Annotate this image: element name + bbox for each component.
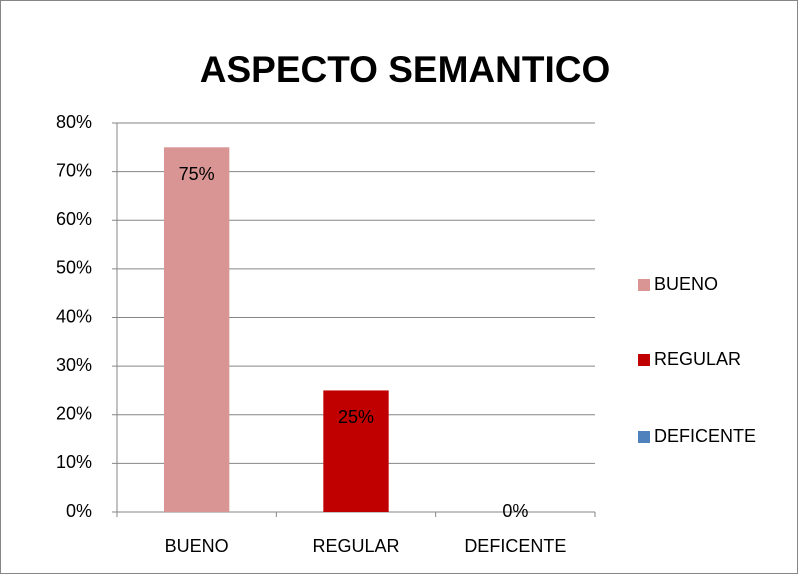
y-tick-label: 40% [56,306,92,326]
y-tick-label: 70% [56,160,92,180]
y-tick-label: 60% [56,209,92,229]
x-tick-label: BUENO [165,536,229,556]
x-tick-label: DEFICENTE [464,536,566,556]
bar [164,147,230,512]
y-tick-label: 50% [56,258,92,278]
y-tick-label: 0% [66,501,92,521]
data-label: 75% [179,164,215,184]
legend-swatch [638,354,650,366]
y-tick-label: 80% [56,112,92,132]
legend-label: REGULAR [654,349,741,369]
bar [323,390,389,512]
legend-swatch [638,279,650,291]
data-label: 25% [338,407,374,427]
y-tick-label: 30% [56,355,92,375]
y-tick-label: 10% [56,452,92,472]
y-tick-label: 20% [56,404,92,424]
legend-swatch [638,431,650,443]
x-tick-label: REGULAR [312,536,399,556]
legend-label: BUENO [654,274,718,294]
legend-label: DEFICENTE [654,426,756,446]
chart-title: ASPECTO SEMANTICO [200,49,610,90]
data-label: 0% [502,501,528,521]
